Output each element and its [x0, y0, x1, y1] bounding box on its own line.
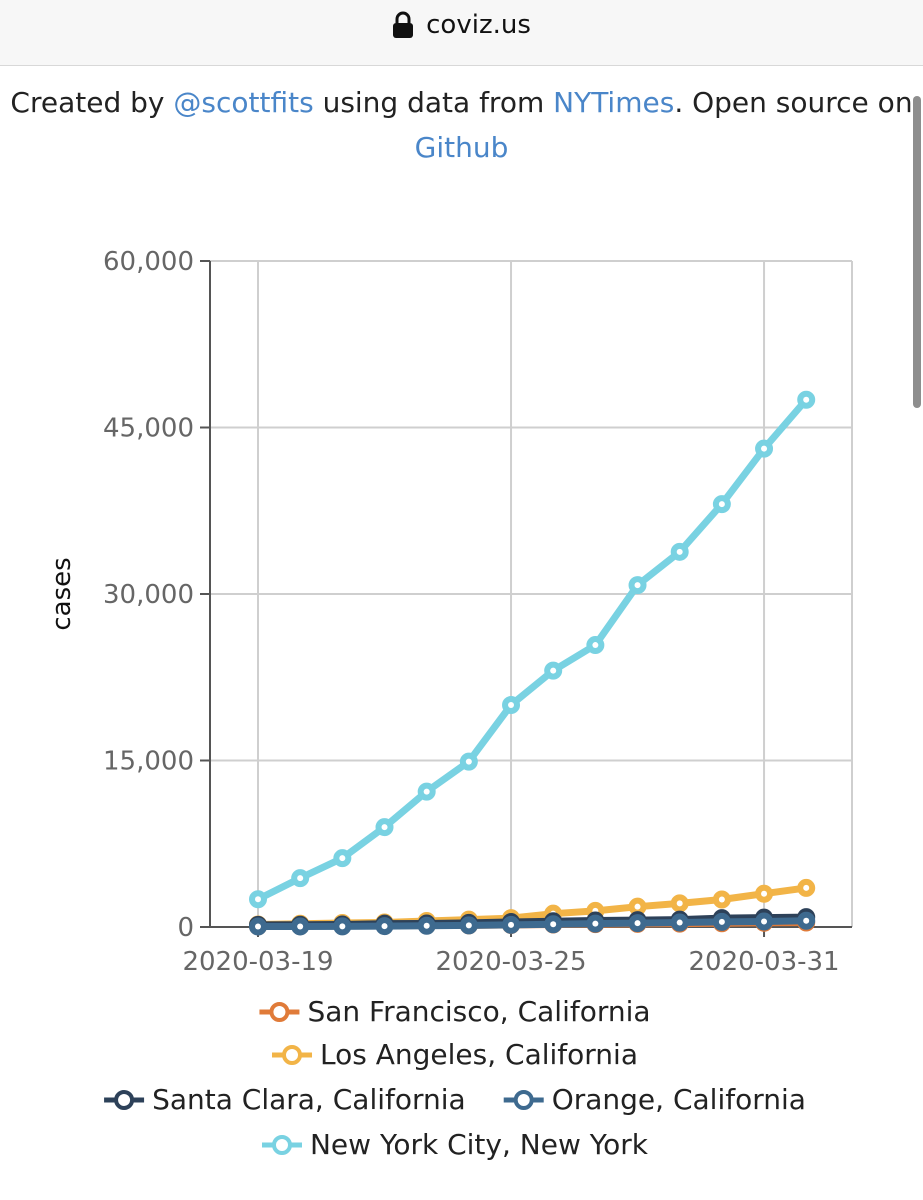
data-point-center-new-york-city-new-york [676, 548, 683, 555]
x-tick-label: 2020-03-19 [182, 947, 333, 977]
data-point-center-orange-california [592, 920, 599, 927]
nytimes-link[interactable]: NYTimes [553, 86, 675, 119]
github-link[interactable]: Github [414, 131, 509, 164]
data-point-center-orange-california [381, 923, 388, 930]
data-point-center-los-angeles-california [634, 903, 641, 910]
author-link[interactable]: @scottfits [173, 86, 314, 119]
data-point-center-new-york-city-new-york [803, 396, 810, 403]
legend-label: New York City, New York [310, 1128, 649, 1161]
data-point-center-orange-california [718, 918, 725, 925]
legend-item-orange-california: Orange, California [503, 1083, 806, 1116]
data-point-center-new-york-city-new-york [592, 642, 599, 649]
data-point-center-new-york-city-new-york [423, 788, 430, 795]
legend-item-los-angeles-california: Los Angeles, California [272, 1038, 638, 1071]
data-point-center-new-york-city-new-york [465, 758, 472, 765]
legend-label: San Francisco, California [307, 995, 650, 1028]
chart-legend: San Francisco, California Los Angeles, Ca… [104, 995, 806, 1161]
data-point-center-new-york-city-new-york [255, 896, 261, 903]
chart-series [249, 390, 816, 936]
data-point-center-orange-california [423, 922, 430, 929]
data-point-center-orange-california [339, 923, 346, 930]
credits-text: Created by @scottfits using data from NY… [0, 80, 923, 170]
chart-grid [210, 260, 853, 927]
legend-swatch-marker [114, 1090, 135, 1110]
y-tick-label: 45,000 [103, 414, 194, 444]
credits-text-part-2: using data from [313, 86, 554, 119]
legend-label: Santa Clara, California [152, 1083, 466, 1116]
legend-label: Los Angeles, California [320, 1038, 638, 1071]
y-tick-label: 60,000 [103, 247, 194, 277]
data-point-center-los-angeles-california [761, 890, 768, 897]
data-point-center-new-york-city-new-york [508, 702, 515, 708]
chart-axes: 0 15,000 30,000 45,000 60,000 2020-03-19 2020-… [47, 247, 852, 977]
page-scrollbar[interactable] [913, 96, 921, 408]
x-tick-label: 2020-03-31 [688, 947, 839, 977]
y-tick-label: 30,000 [103, 580, 194, 610]
series-line-new-york-city-new-york [254, 396, 810, 903]
legend-item-new-york-city-new-york: New York City, New York [261, 1128, 649, 1161]
data-point-center-los-angeles-california [803, 884, 810, 891]
y-tick-label: 15,000 [103, 747, 194, 777]
data-point-center-orange-california [676, 919, 683, 926]
data-point-center-new-york-city-new-york [634, 582, 641, 589]
data-point-center-orange-california [255, 923, 261, 930]
legend-label: Orange, California [552, 1083, 806, 1116]
legend-swatch-marker [513, 1090, 534, 1110]
url-text[interactable]: coviz.us [426, 10, 531, 40]
data-point-center-orange-california [761, 918, 768, 925]
data-point-center-new-york-city-new-york [550, 667, 557, 674]
legend-item-san-francisco-california: San Francisco, California [259, 995, 651, 1028]
y-axis-label: cases [47, 557, 77, 630]
data-point-center-new-york-city-new-york [297, 875, 304, 882]
credits-text-part-3: . Open source on [674, 86, 913, 119]
y-tick-label: 0 [177, 913, 194, 943]
x-tick-label: 2020-03-25 [435, 947, 586, 977]
data-point-center-new-york-city-new-york [381, 824, 388, 831]
data-point-center-los-angeles-california [718, 896, 725, 903]
data-point-center-new-york-city-new-york [718, 501, 725, 508]
data-point-center-orange-california [465, 922, 472, 929]
legend-swatch-marker [282, 1045, 303, 1065]
data-point-center-orange-california [550, 921, 557, 928]
credits-text-part-1: Created by [10, 86, 174, 119]
url-container[interactable]: coviz.us [0, 8, 923, 42]
data-point-center-orange-california [803, 917, 810, 924]
data-point-center-orange-california [508, 921, 515, 928]
data-point-center-new-york-city-new-york [339, 855, 346, 862]
lock-icon [393, 11, 414, 38]
legend-item-santa-clara-california: Santa Clara, California [104, 1083, 466, 1116]
data-point-center-orange-california [297, 923, 304, 930]
legend-swatch-marker [269, 1002, 290, 1022]
data-point-center-orange-california [634, 920, 641, 927]
data-point-center-new-york-city-new-york [761, 445, 768, 452]
legend-swatch-marker [271, 1135, 292, 1155]
data-point-center-los-angeles-california [676, 900, 683, 907]
browser-address-bar[interactable]: coviz.us [0, 0, 923, 66]
